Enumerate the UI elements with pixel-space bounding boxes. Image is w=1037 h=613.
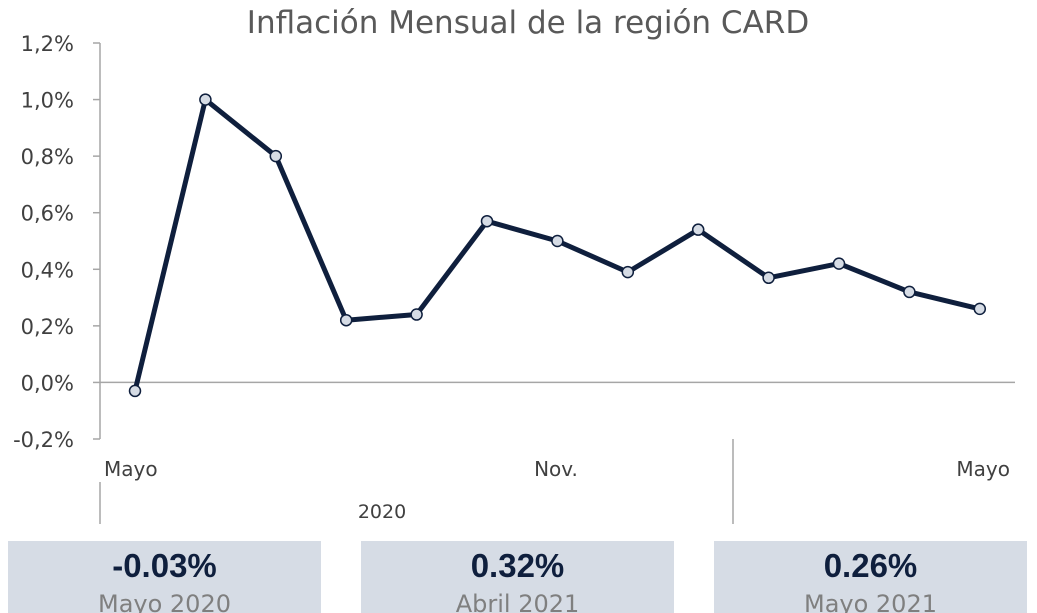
y-tick-label: 1,0% xyxy=(21,89,74,113)
data-point xyxy=(269,149,283,163)
card-value: 0.32% xyxy=(470,547,565,584)
series-inflation xyxy=(128,93,987,398)
data-point xyxy=(903,285,916,299)
card-value: 0.26% xyxy=(823,547,918,584)
x-category-labels: Mayo Nov. Mayo xyxy=(104,457,1010,481)
y-tick-label: 0,4% xyxy=(21,258,74,282)
y-tick-label: -0,2% xyxy=(13,428,74,452)
chart-title: Inflación Mensual de la región CARD xyxy=(247,5,809,41)
data-point xyxy=(691,223,705,236)
x-category-label: Mayo xyxy=(956,457,1010,481)
y-tick-label: 0,6% xyxy=(21,202,74,226)
chart-axes xyxy=(93,42,1015,524)
y-tick-label: 1,2% xyxy=(21,32,74,56)
data-point xyxy=(410,308,423,321)
y-tick-label: 0,2% xyxy=(21,315,74,339)
x-group-label-2020: 2020 xyxy=(358,501,406,523)
data-point xyxy=(762,271,775,285)
card-label: Abril 2021 xyxy=(455,590,580,613)
card-label: Mayo 2020 xyxy=(97,590,231,613)
x-category-label: Nov. xyxy=(534,457,578,481)
y-tick-label: 0,0% xyxy=(21,371,74,395)
x-category-label: Mayo xyxy=(104,457,158,481)
y-tick-label: 0,8% xyxy=(21,145,74,169)
data-point xyxy=(973,302,987,316)
summary-card-abril-2021: 0.32% Abril 2021 xyxy=(361,541,674,613)
summary-cards: -0.03% Mayo 2020 0.32% Abril 2021 0.26% … xyxy=(0,541,1037,613)
card-value: -0.03% xyxy=(112,547,217,584)
card-label: Mayo 2021 xyxy=(803,590,937,613)
summary-card-mayo-2020: -0.03% Mayo 2020 xyxy=(8,541,321,613)
data-point xyxy=(199,93,212,106)
data-point xyxy=(832,257,846,270)
data-point xyxy=(480,214,494,228)
y-tick-labels: -0,2% 0,0% 0,2% 0,4% 0,6% 0,8% 1,0% 1,2% xyxy=(13,32,74,452)
data-point xyxy=(128,384,142,398)
data-point xyxy=(551,234,564,248)
summary-card-mayo-2021: 0.26% Mayo 2021 xyxy=(714,541,1027,613)
inflation-line-chart: Inflación Mensual de la región CARD -0,2… xyxy=(13,5,1015,524)
data-point xyxy=(621,265,635,279)
data-point xyxy=(339,313,353,327)
